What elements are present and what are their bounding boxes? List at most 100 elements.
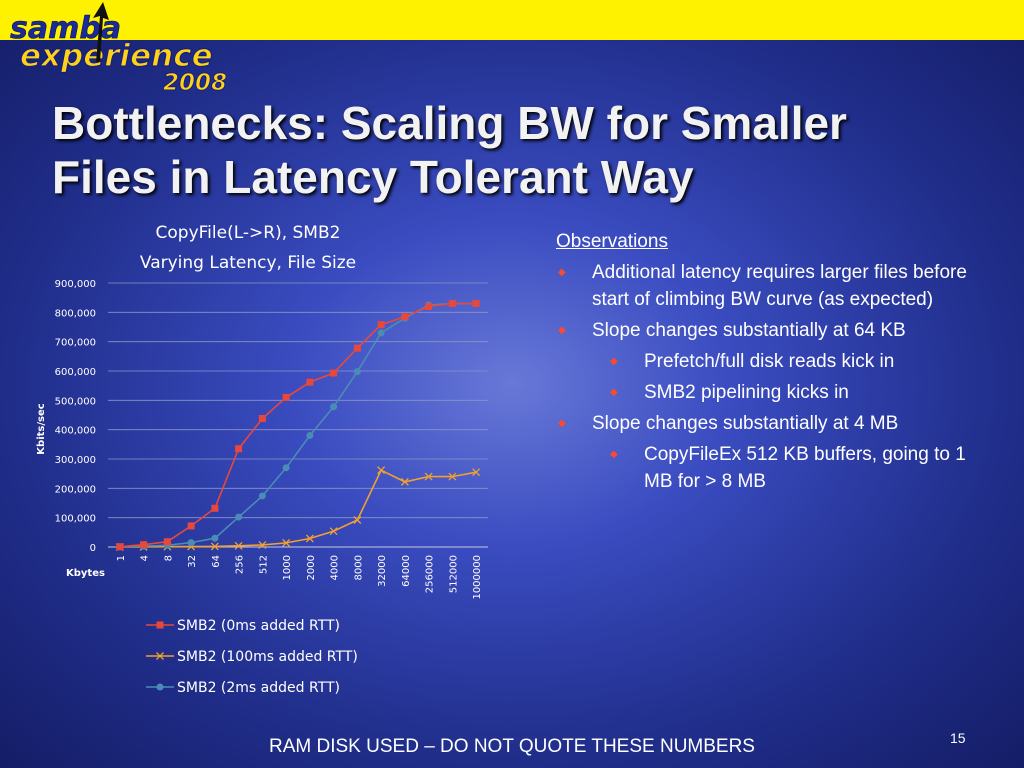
- data-point: [163, 538, 171, 546]
- y-tick-label: 400,000: [55, 426, 96, 437]
- chart-gridlines: [108, 282, 488, 548]
- data-point: [329, 527, 338, 536]
- data-point: [116, 543, 124, 551]
- legend-label: SMB2 (2ms added RTT): [177, 680, 340, 696]
- data-point: [448, 472, 457, 481]
- data-point: [353, 344, 361, 352]
- series-1: [115, 466, 481, 551]
- legend-item: SMB2 (0ms added RTT): [146, 618, 340, 634]
- y-tick-label: 200,000: [55, 484, 96, 495]
- data-point: [211, 534, 219, 542]
- data-point: [400, 477, 409, 486]
- observation-bullet: Slope changes substantially at 64 KB: [556, 317, 996, 344]
- y-tick-label: 600,000: [55, 367, 96, 378]
- data-point: [235, 445, 243, 453]
- data-point: [282, 464, 290, 472]
- observation-sub-bullet: CopyFileEx 512 KB buffers, going to 1 MB…: [556, 441, 996, 495]
- x-tick-label: 1000000: [472, 555, 483, 600]
- observation-bullet: Slope changes substantially at 4 MB: [556, 410, 996, 437]
- chart-title-line-1: CopyFile(L->R), SMB2: [156, 223, 341, 243]
- legend-label: SMB2 (0ms added RTT): [177, 618, 340, 634]
- x-tick-label: 8000: [353, 555, 364, 580]
- legend-item: SMB2 (2ms added RTT): [146, 680, 340, 696]
- chart-title-line-2: Varying Latency, File Size: [140, 253, 356, 273]
- series-2: [116, 300, 480, 551]
- x-tick-label: 1000: [282, 555, 293, 580]
- observations-panel: Observations Additional latency requires…: [556, 228, 996, 495]
- data-point: [235, 513, 243, 521]
- y-tick-label: 100,000: [55, 514, 96, 525]
- data-point: [282, 538, 291, 547]
- chart-legend: SMB2 (0ms added RTT) SMB2 (100ms added RT…: [146, 618, 358, 696]
- data-point: [377, 329, 385, 337]
- data-point: [424, 472, 433, 481]
- data-point: [377, 321, 385, 329]
- y-tick-label: 300,000: [55, 455, 96, 466]
- series-line: [119, 302, 477, 548]
- legend-label: SMB2 (100ms added RTT): [177, 649, 358, 665]
- y-tick-label: 500,000: [55, 396, 96, 407]
- copyfile-line-chart: CopyFile(L->R), SMB2 Varying Latency, Fi…: [36, 223, 488, 696]
- x-tick-label: 2000: [306, 555, 317, 580]
- x-tick-label: 256: [235, 555, 246, 574]
- data-point: [306, 432, 314, 440]
- series-0: [116, 300, 480, 551]
- slide-footer: RAM DISK USED – DO NOT QUOTE THESE NUMBE…: [269, 736, 755, 757]
- data-point: [353, 368, 361, 376]
- slide-title-line-1: Bottlenecks: Scaling BW for Smaller: [52, 97, 847, 149]
- series-line: [119, 302, 477, 548]
- header-band: [0, 0, 1024, 40]
- y-tick-label: 0: [90, 543, 96, 554]
- x-tick-label: 32000: [377, 555, 388, 587]
- y-axis-tick-labels: 0 100,000 200,000 300,000 400,000 500,000 600,…: [55, 279, 96, 554]
- data-point: [401, 313, 409, 321]
- x-tick-label: 4000: [330, 555, 341, 580]
- x-tick-label: 256000: [425, 555, 436, 593]
- data-point: [282, 393, 290, 401]
- x-tick-label: 8: [163, 555, 174, 561]
- data-point: [258, 492, 266, 500]
- x-tick-label: 512000: [448, 555, 459, 593]
- x-tick-label: 512: [258, 555, 269, 574]
- samba-experience-logo: samba experience 2008: [10, 2, 228, 95]
- observation-bullet: Additional latency requires larger files…: [556, 259, 996, 313]
- observation-sub-bullet: Prefetch/full disk reads kick in: [556, 348, 996, 375]
- data-point: [330, 403, 338, 411]
- data-point: [448, 300, 456, 308]
- x-tick-label: 64000: [401, 555, 412, 587]
- slide-title: Bottlenecks: Scaling BW for Smaller File…: [52, 96, 992, 204]
- series-line: [119, 469, 477, 548]
- legend-marker: [156, 683, 164, 691]
- data-point: [258, 415, 266, 423]
- x-tick-label: 32: [187, 555, 198, 568]
- y-tick-label: 800,000: [55, 308, 96, 319]
- data-point: [211, 504, 219, 512]
- data-point: [425, 302, 433, 310]
- x-tick-label: 4: [140, 555, 151, 561]
- y-tick-label: 700,000: [55, 338, 96, 349]
- data-point: [210, 542, 219, 551]
- x-tick-label: 1: [116, 555, 127, 561]
- data-point: [472, 300, 480, 308]
- logo-line-experience: experience: [20, 38, 213, 74]
- legend-item: SMB2 (100ms added RTT): [146, 649, 358, 665]
- data-point: [305, 534, 314, 543]
- logo-arrow-icon: [93, 2, 109, 62]
- logo-line-year: 2008: [163, 70, 227, 95]
- y-axis-label: Kbits/sec: [36, 403, 47, 454]
- data-point: [330, 369, 338, 377]
- data-point: [353, 516, 362, 524]
- x-axis-tick-labels: 1 4 8 32 64 256 512 1000 2000 4000 8000 32000 64000 2…: [116, 555, 483, 600]
- data-point: [306, 378, 314, 386]
- data-point: [472, 468, 481, 477]
- y-tick-label: 900,000: [55, 279, 96, 290]
- data-point: [258, 540, 267, 549]
- data-point: [140, 541, 148, 549]
- data-point: [234, 541, 243, 550]
- data-point: [187, 539, 195, 547]
- legend-marker: [156, 652, 164, 660]
- observations-heading: Observations: [556, 231, 668, 252]
- slide-title-line-2: Files in Latency Tolerant Way: [52, 151, 694, 203]
- chart-series: [115, 300, 481, 551]
- x-axis-label: Kbytes: [66, 568, 105, 579]
